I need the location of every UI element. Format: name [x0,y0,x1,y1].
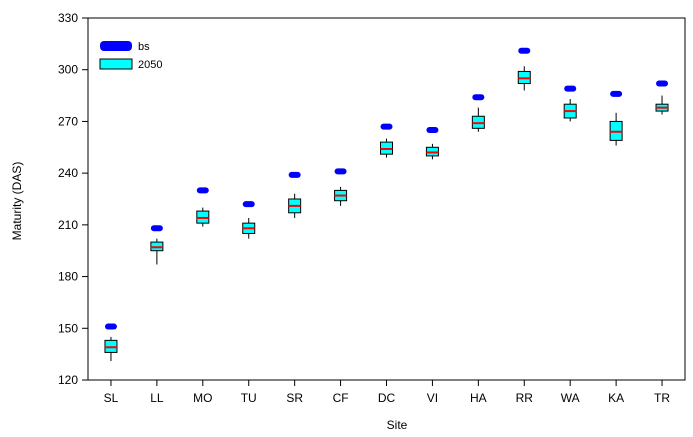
box-2050-KA [609,112,623,146]
x-tick-label: WA [561,391,580,405]
bs-marker [656,80,669,87]
x-tick-label: TR [654,391,670,405]
x-tick-label: VI [427,391,438,405]
bs-marker [610,90,623,97]
legend-label-2050: 2050 [138,59,162,71]
box-2050-WA [563,99,577,122]
y-tick-label: 270 [58,114,78,128]
x-tick-label: HA [470,391,487,405]
bs-marker [150,225,163,232]
box-2050-DC [380,138,393,158]
bs-marker [334,168,347,175]
legend: bs 2050 [99,41,162,71]
y-tick-label: 120 [58,373,78,387]
y-tick-label: 150 [58,321,78,335]
y-tick-label: 300 [58,63,78,77]
plot-area: 120 150 180 210 240 270 300 330 SL LL MO TU SR CF DC VI… [58,11,686,405]
bs-marker [104,323,117,330]
bs-marker [196,187,209,194]
y-axis-title: Maturity (DAS) [10,162,24,241]
x-tick-label: DC [378,391,396,405]
y-tick-label: 210 [58,218,78,232]
box-2050-SL [104,336,118,362]
bs-marker [426,127,439,134]
x-tick-label: RR [516,391,534,405]
legend-label-bs: bs [138,41,150,53]
y-tick-label: 240 [58,166,78,180]
bs-marker [564,85,577,92]
box-2050-LL [150,238,164,265]
x-tick-label: LL [150,391,164,405]
x-tick-label: KA [608,391,624,405]
legend-swatch-2050 [99,58,133,70]
x-axis-title: Site [387,418,408,432]
box-2050-SR [288,193,302,218]
bs-marker [518,47,531,54]
x-tick-label: TU [241,391,257,405]
box-2050-CF [334,186,348,206]
box-2050-RR [517,66,531,91]
y-tick-label: 330 [58,11,78,25]
bs-marker [472,94,485,101]
box-2050-HA [471,107,485,132]
box-2050-TR [655,95,669,115]
box-2050-VI [425,143,439,160]
bs-marker [288,171,301,178]
plot-frame [87,17,686,381]
legend-swatch-bs [100,41,132,51]
bs-marker [242,201,255,208]
bs-marker [380,123,393,130]
box-2050-TU [242,217,256,239]
x-tick-label: CF [333,391,349,405]
y-tick-label: 180 [58,270,78,284]
box-2050-MO [196,207,210,227]
x-tick-label: MO [193,391,212,405]
x-tick-label: SL [104,391,119,405]
x-tick-label: SR [286,391,303,405]
